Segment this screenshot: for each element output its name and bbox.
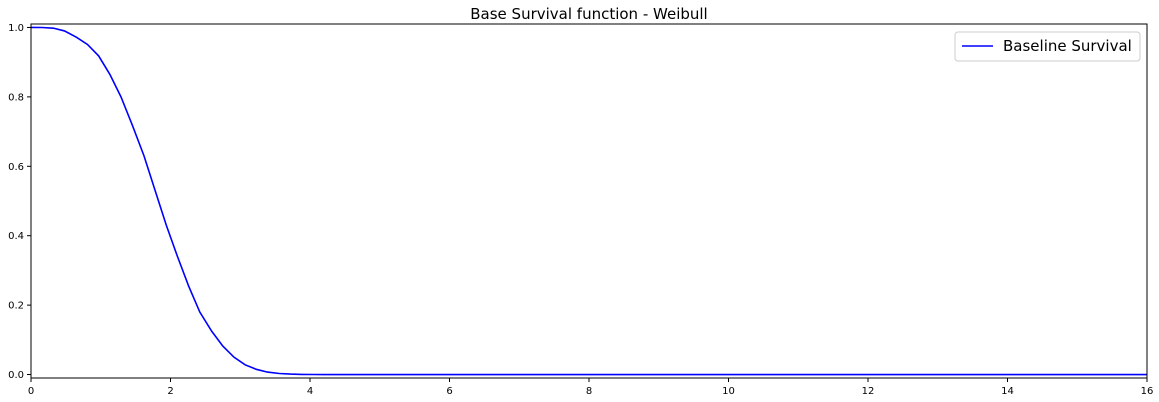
x-tick-label: 4	[307, 386, 313, 397]
legend-box	[954, 31, 1141, 62]
legend-label: Baseline Survival	[1003, 37, 1132, 55]
axes-frame	[30, 23, 1148, 379]
y-axis: 0.0 0.2 0.4 0.6 0.8 1.0	[8, 23, 31, 381]
x-tick-label: 2	[167, 386, 173, 397]
x-tick-label: 14	[1001, 386, 1014, 397]
y-tick-label: 0.2	[8, 301, 24, 312]
y-tick-label: 0.6	[8, 162, 24, 173]
x-tick-label: 8	[586, 386, 592, 397]
x-tick-label: 16	[1141, 386, 1154, 397]
plot-area	[30, 26, 1147, 376]
x-tick-label: 12	[862, 386, 875, 397]
x-tick-label: 0	[28, 386, 34, 397]
y-tick-label: 1.0	[8, 23, 24, 34]
x-axis: 0 2 4 6 8 10 12 14 16	[28, 378, 1154, 397]
y-tick-label: 0.8	[8, 92, 24, 103]
y-tick-label: 0.4	[8, 231, 24, 242]
series-line-0	[30, 26, 1147, 376]
chart-title: Base Survival function - Weibull	[470, 5, 707, 23]
axes-border	[30, 23, 1148, 379]
x-tick-label: 6	[446, 386, 452, 397]
y-tick-label: 0.0	[8, 370, 24, 381]
x-tick-label: 10	[722, 386, 735, 397]
legend: Baseline Survival	[954, 31, 1141, 62]
